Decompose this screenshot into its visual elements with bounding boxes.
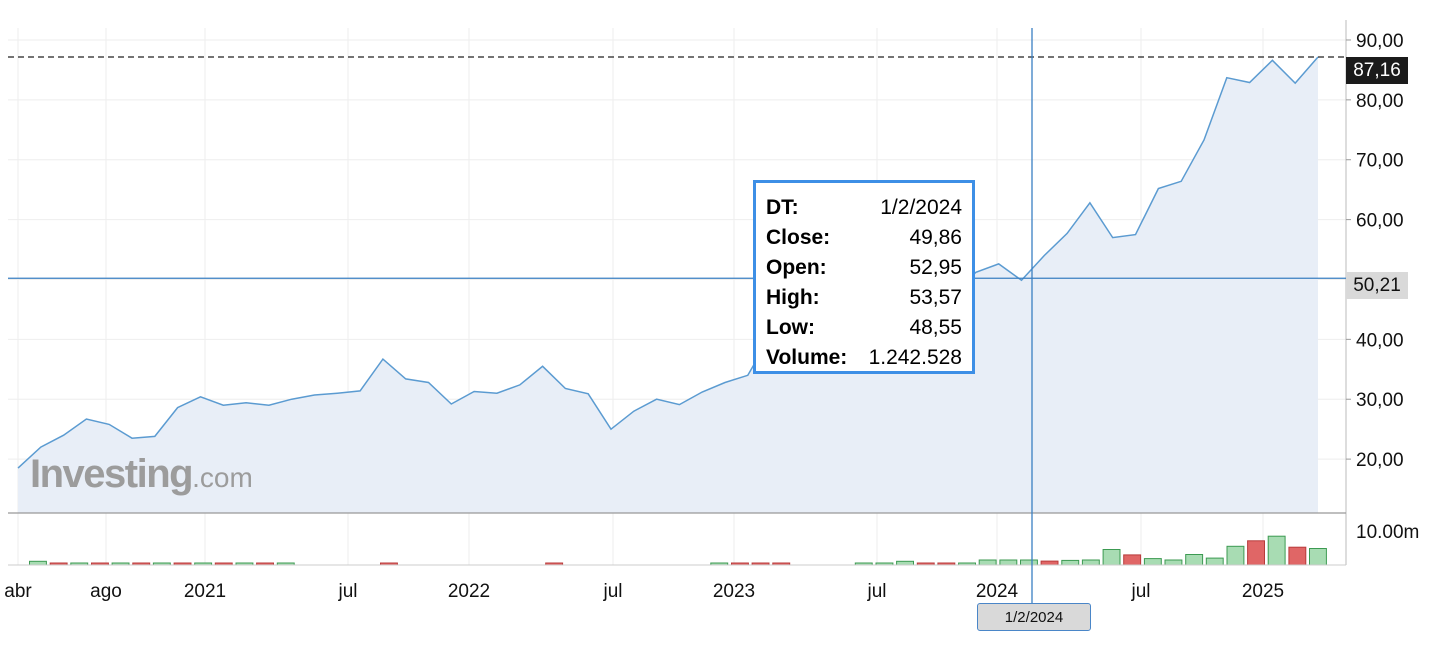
tooltip-value: 48,55 xyxy=(909,316,962,339)
last-price-badge: 87,16 xyxy=(1346,57,1408,84)
tooltip-row-close: Close: 49,86 xyxy=(766,223,962,253)
investing-watermark: Investing.com xyxy=(30,452,253,497)
volume-bar xyxy=(1164,559,1183,566)
volume-bar xyxy=(1185,554,1204,566)
tooltip-label: Open: xyxy=(766,256,827,279)
tooltip-row-low: Low: 48,55 xyxy=(766,313,962,343)
x-tick-label: ago xyxy=(90,581,122,602)
volume-bar xyxy=(1081,559,1100,566)
volume-bar xyxy=(1267,535,1286,566)
y-tick-label: 70,00 xyxy=(1356,151,1404,172)
x-tick-label: 2024 xyxy=(976,581,1019,602)
volume-bar xyxy=(1288,546,1307,566)
y-tick-label: 80,00 xyxy=(1356,91,1404,112)
volume-bar xyxy=(1143,558,1162,566)
tooltip-value: 49,86 xyxy=(909,226,962,249)
tooltip-label: DT: xyxy=(766,196,799,219)
y-tick-label: 30,00 xyxy=(1356,390,1404,411)
y-tick-label: 40,00 xyxy=(1356,330,1404,351)
tooltip-value: 52,95 xyxy=(909,256,962,279)
y-tick-label: 90,00 xyxy=(1356,31,1404,52)
x-tick-label: 2023 xyxy=(713,581,755,602)
volume-bar xyxy=(1226,545,1245,566)
crosshair-price-badge: 50,21 xyxy=(1346,272,1408,299)
tooltip-value: 53,57 xyxy=(909,286,962,309)
x-axis: abr ago 2021 jul 2022 jul 2023 jul 2024 jul 2025 xyxy=(4,581,1284,602)
tooltip-row-date: DT: 1/2/2024 xyxy=(766,193,962,223)
volume-bar xyxy=(29,560,47,566)
price-line xyxy=(17,56,1319,469)
price-area xyxy=(18,57,1318,513)
volume-bar xyxy=(1205,557,1224,566)
x-tick-label: jul xyxy=(1130,581,1150,602)
volume-bar xyxy=(1020,559,1038,566)
volume-bar xyxy=(1247,540,1265,566)
tooltip-label: High: xyxy=(766,286,820,309)
watermark-suffix: .com xyxy=(192,462,253,493)
x-tick-label: abr xyxy=(4,581,32,602)
y-axis: 20,0030,0040,0050,0060,0070,0080,0090,00… xyxy=(1346,31,1419,543)
tooltip-label: Low: xyxy=(766,316,815,339)
volume-bar xyxy=(978,559,997,566)
tooltip-value: 1/2/2024 xyxy=(880,196,962,219)
y-tick-label: 60,00 xyxy=(1356,211,1404,232)
tooltip-row-volume: Volume: 1.242.528 xyxy=(766,343,962,373)
volume-bar xyxy=(1061,559,1080,566)
volume-bar xyxy=(1309,548,1327,566)
tooltip-label: Close: xyxy=(766,226,831,249)
y-tick-label: 20,00 xyxy=(1356,450,1404,471)
x-tick-label: jul xyxy=(337,581,357,602)
volume-bar xyxy=(896,560,914,566)
ohlc-tooltip: DT: 1/2/2024 Close: 49,86 Open: 52,95 High:… xyxy=(753,180,975,374)
x-tick-label: 2022 xyxy=(448,581,490,602)
volume-tick-label: 10.00m xyxy=(1356,522,1419,543)
tooltip-row-high: High: 53,57 xyxy=(766,283,962,313)
watermark-main: Investing xyxy=(30,452,194,496)
x-tick-label: jul xyxy=(602,581,622,602)
volume-bar xyxy=(1123,554,1142,566)
x-tick-label: jul xyxy=(866,581,886,602)
tooltip-row-open: Open: 52,95 xyxy=(766,253,962,283)
volume-bars xyxy=(29,535,1327,566)
x-tick-label: 2025 xyxy=(1242,581,1284,602)
tooltip-value: 1.242.528 xyxy=(868,346,962,369)
tooltip-label: Volume: xyxy=(766,346,848,369)
volume-bar xyxy=(999,559,1018,566)
volume-bar xyxy=(1040,560,1059,566)
x-tick-label: 2021 xyxy=(184,581,226,602)
volume-bar xyxy=(1102,549,1121,566)
crosshair-date-badge: 1/2/2024 xyxy=(977,603,1091,631)
